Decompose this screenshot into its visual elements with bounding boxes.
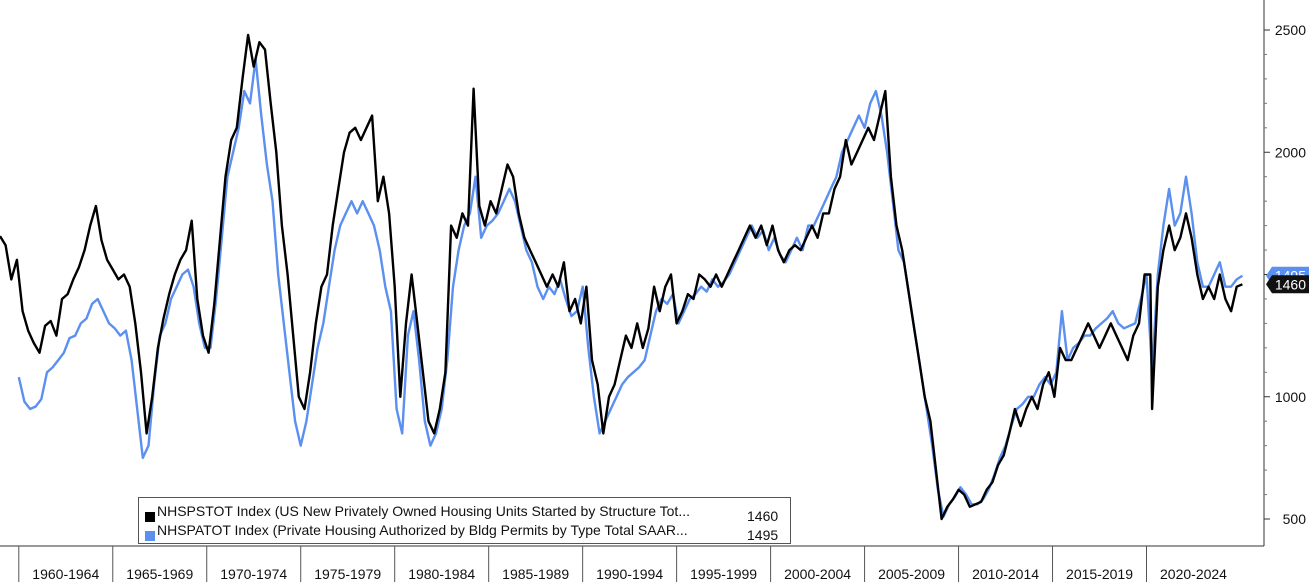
- legend-series-name: NHSPSTOT Index (US New Privately Owned H…: [157, 503, 690, 519]
- legend-last-value: 1460: [747, 508, 779, 524]
- y-tick-label: 2500: [1275, 22, 1306, 38]
- legend-series-name: NHSPATOT Index (Private Housing Authoriz…: [157, 522, 688, 538]
- legend-last-value: 1495: [747, 527, 779, 543]
- x-tick-label: 1975-1979: [314, 566, 381, 582]
- x-tick-label: 2010-2014: [972, 566, 1039, 582]
- legend: NHSPSTOT Index (US New Privately Owned H…: [138, 497, 791, 544]
- end-label-starts: 1460: [1266, 275, 1309, 294]
- y-tick-label: 1000: [1275, 389, 1306, 405]
- x-tick-label: 2000-2004: [784, 566, 851, 582]
- x-tick-label: 2015-2019: [1066, 566, 1133, 582]
- x-tick-label: 1980-1984: [408, 566, 475, 582]
- x-tick-label: 1990-1994: [596, 566, 663, 582]
- x-tick-label: 1970-1974: [220, 566, 287, 582]
- end-label-box: [1266, 275, 1309, 294]
- series-line-building-permits: [17, 58, 1244, 518]
- legend-swatch-icon: [145, 531, 155, 541]
- x-axis: 1960-1964 1965-1969 1970-1974 1975-1979 1980…: [0, 545, 1264, 582]
- y-tick-label: 500: [1283, 511, 1307, 527]
- end-value-labels: 14951460: [1266, 266, 1309, 294]
- legend-swatch-icon: [145, 512, 155, 522]
- x-tick-label: 1965-1969: [126, 566, 193, 582]
- series-line-housing-starts: [0, 33, 1243, 521]
- x-tick-label: 1960-1964: [32, 566, 99, 582]
- y-axis: 5001000150020002500: [1263, 0, 1307, 546]
- x-tick-label: 2020-2024: [1160, 566, 1227, 582]
- legend-entry-starts: NHSPSTOT Index (US New Privately Owned H…: [145, 501, 778, 524]
- x-tick-label: 1985-1989: [502, 566, 569, 582]
- x-tick-label: 1995-1999: [690, 566, 757, 582]
- plot-area: [0, 33, 1244, 521]
- end-label-value: 1460: [1275, 276, 1306, 292]
- x-tick-label: 2005-2009: [878, 566, 945, 582]
- y-tick-label: 2000: [1275, 144, 1306, 160]
- legend-entry-permits: NHSPATOT Index (Private Housing Authoriz…: [145, 520, 778, 543]
